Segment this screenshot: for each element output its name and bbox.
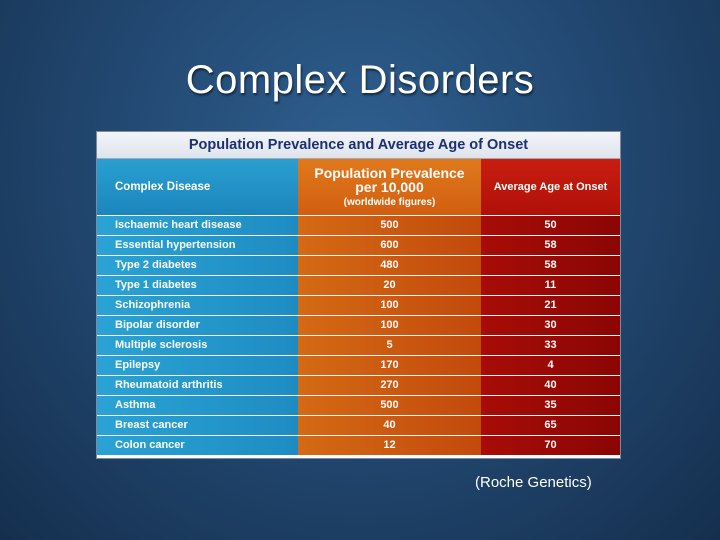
cell-disease: Bipolar disorder [97,316,298,335]
cell-disease: Type 2 diabetes [97,256,298,275]
cell-prevalence: 12 [298,436,481,455]
table-row: Schizophrenia 100 21 [97,296,620,316]
cell-prevalence: 480 [298,256,481,275]
citation: (Roche Genetics) [475,474,592,491]
cell-age-at-onset: 65 [481,416,620,435]
cell-disease: Multiple sclerosis [97,336,298,355]
cell-age-at-onset: 40 [481,376,620,395]
row-separator [97,295,620,296]
table-row: Epilepsy 170 4 [97,356,620,376]
table-row: Multiple sclerosis 5 33 [97,336,620,356]
row-separator [97,395,620,396]
cell-prevalence: 600 [298,236,481,255]
cell-prevalence: 100 [298,296,481,315]
header-average-age: Average Age at Onset [481,159,620,215]
table-row: Breast cancer 40 65 [97,416,620,436]
cell-age-at-onset: 58 [481,236,620,255]
table-row: Asthma 500 35 [97,396,620,416]
cell-age-at-onset: 58 [481,256,620,275]
cell-prevalence: 20 [298,276,481,295]
row-separator [97,375,620,376]
table-title: Population Prevalence and Average Age of… [97,132,620,159]
table-row: Ischaemic heart disease 500 50 [97,216,620,236]
cell-prevalence: 500 [298,216,481,235]
row-separator [97,415,620,416]
cell-prevalence: 40 [298,416,481,435]
table-grid: Complex Disease Population Prevalence pe… [97,159,620,458]
table-row: Rheumatoid arthritis 270 40 [97,376,620,396]
cell-disease: Asthma [97,396,298,415]
cell-age-at-onset: 30 [481,316,620,335]
cell-age-at-onset: 70 [481,436,620,455]
header-prevalence-line2: per 10,000 [355,179,424,196]
header-population-prevalence: Population Prevalence per 10,000 (worldw… [298,159,481,215]
cell-disease: Ischaemic heart disease [97,216,298,235]
cell-age-at-onset: 35 [481,396,620,415]
cell-prevalence: 5 [298,336,481,355]
slide-title: Complex Disorders [185,58,535,102]
cell-age-at-onset: 21 [481,296,620,315]
cell-prevalence: 500 [298,396,481,415]
cell-age-at-onset: 50 [481,216,620,235]
header-prevalence-line1: Population Prevalence [314,164,465,181]
cell-age-at-onset: 11 [481,276,620,295]
prevalence-table: Population Prevalence and Average Age of… [96,131,621,459]
table-row: Bipolar disorder 100 30 [97,316,620,336]
cell-age-at-onset: 4 [481,356,620,375]
row-separator [97,275,620,276]
cell-disease: Schizophrenia [97,296,298,315]
cell-prevalence: 100 [298,316,481,335]
table-row: Type 2 diabetes 480 58 [97,256,620,276]
cell-disease: Essential hypertension [97,236,298,255]
cell-disease: Type 1 diabetes [97,276,298,295]
row-separator [97,255,620,256]
row-separator [97,315,620,316]
row-separator [97,335,620,336]
cell-disease: Breast cancer [97,416,298,435]
cell-age-at-onset: 33 [481,336,620,355]
cell-disease: Colon cancer [97,436,298,455]
table-row: Colon cancer 12 70 [97,436,620,456]
table-row: Type 1 diabetes 20 11 [97,276,620,296]
row-separator [97,355,620,356]
cell-prevalence: 170 [298,356,481,375]
row-separator [97,235,620,236]
header-prevalence-note: (worldwide figures) [343,196,436,208]
row-separator [97,435,620,436]
cell-disease: Rheumatoid arthritis [97,376,298,395]
cell-disease: Epilepsy [97,356,298,375]
cell-prevalence: 270 [298,376,481,395]
row-separator [97,215,620,216]
header-complex-disease: Complex Disease [97,159,298,215]
table-row: Essential hypertension 600 58 [97,236,620,256]
